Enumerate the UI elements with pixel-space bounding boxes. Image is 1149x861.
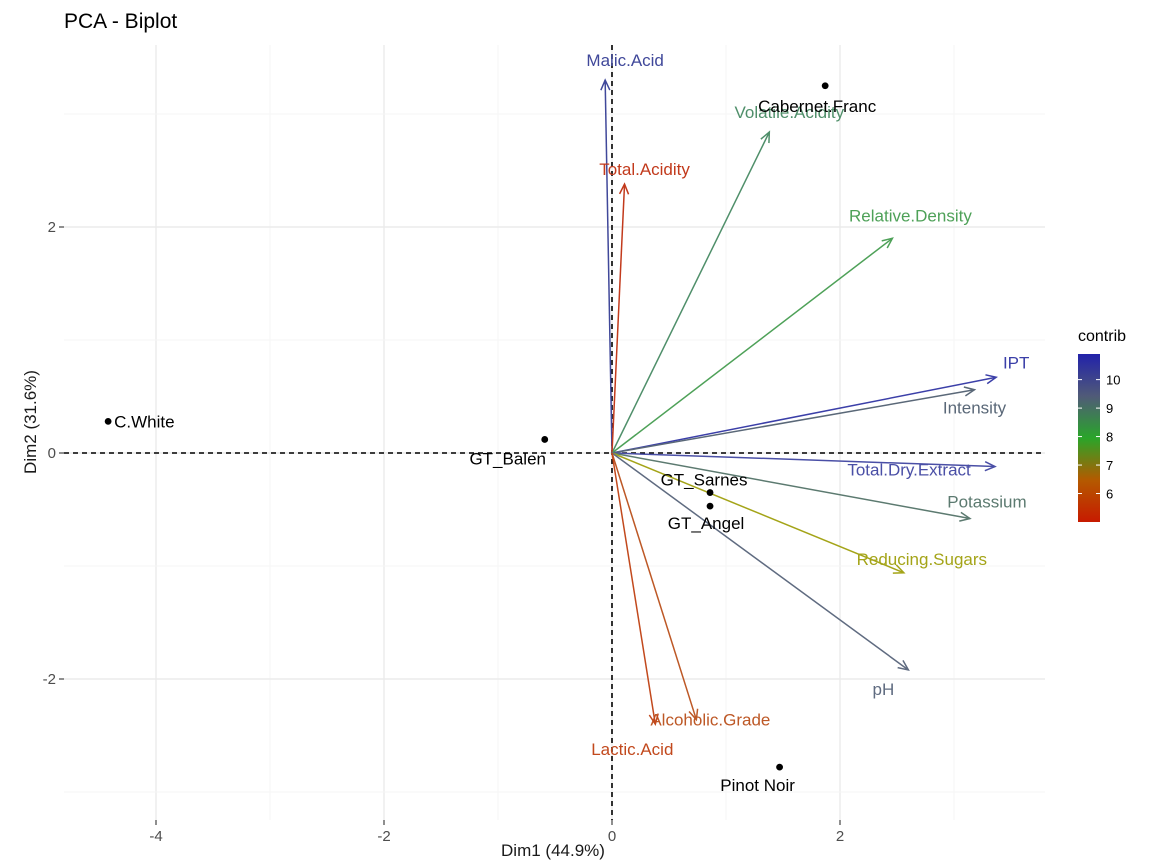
individual-point <box>541 436 549 443</box>
variable-label: Malic.Acid <box>586 51 663 70</box>
individual-label: GT_Balen <box>469 449 546 468</box>
individual-point <box>776 763 783 771</box>
grid <box>64 45 1045 820</box>
variable-arrow: Total.Dry.Extract <box>611 452 997 480</box>
x-tick-label: -4 <box>149 828 162 845</box>
variable-label: Total.Acidity <box>599 160 690 179</box>
arrow-head <box>984 461 997 472</box>
arrow-head <box>648 713 659 727</box>
arrow-head <box>881 237 894 249</box>
individual-point <box>821 82 829 90</box>
arrow-shaft <box>611 131 770 454</box>
arrow-head <box>892 564 906 574</box>
individual: GT_Balen <box>469 436 549 468</box>
arrow-head <box>760 130 771 144</box>
variable-arrows: Malic.Acid Volatile.Acidity Total.Acidity R… <box>586 51 1029 759</box>
variable-label: Potassium <box>947 493 1026 512</box>
variable-label: pH <box>873 680 895 699</box>
arrow-head <box>618 182 630 195</box>
arrow-shaft <box>611 237 893 454</box>
arrow-shaft <box>611 184 626 454</box>
arrow-head <box>600 78 611 91</box>
arrow-shaft <box>611 452 971 520</box>
arrow-head <box>688 708 699 722</box>
individual-label: Cabernet.Franc <box>758 97 877 116</box>
y-tick-label: 0 <box>48 445 56 462</box>
variable-arrow: Reducing.Sugars <box>611 452 987 574</box>
individual-point <box>706 489 714 496</box>
x-tick-label: -2 <box>377 828 390 845</box>
arrow-shaft <box>611 388 975 454</box>
variable-arrow: Malic.Acid <box>586 51 664 454</box>
legend-colorbar <box>1078 354 1100 522</box>
y-tick-label: -2 <box>43 671 56 688</box>
legend-tick-label: 10 <box>1106 373 1120 388</box>
x-tick-label: 0 <box>608 828 616 845</box>
individual: GT_Angel <box>668 502 745 533</box>
variable-arrow: Relative.Density <box>611 206 972 454</box>
arrow-shaft <box>611 376 997 454</box>
variable-label: Relative.Density <box>849 206 972 225</box>
individual-label: Pinot Noir <box>720 776 795 795</box>
variable-label: IPT <box>1003 353 1029 372</box>
variable-arrow: Intensity <box>611 386 1007 454</box>
legend-tick-label: 8 <box>1106 430 1113 445</box>
individual: Cabernet.Franc <box>758 82 877 116</box>
variable-arrow: pH <box>611 452 910 699</box>
arrow-shaft <box>611 452 698 720</box>
individual-points: Cabernet.Franc C.White GT_Balen GT_Sarnes GT… <box>104 82 877 795</box>
reference-lines <box>64 45 1045 820</box>
variable-label: Lactic.Acid <box>591 740 673 759</box>
arrow-head <box>985 374 998 385</box>
individual: C.White <box>104 412 175 431</box>
arrow-shaft <box>611 452 905 574</box>
arrow-head <box>963 386 977 397</box>
contrib-legend: contrib 6 7 8 9 10 <box>1078 328 1126 522</box>
individual-label: GT_Sarnes <box>661 471 748 490</box>
arrow-shaft <box>611 452 996 468</box>
variable-label: Alcoholic.Grade <box>650 711 770 730</box>
arrow-shaft <box>611 452 657 725</box>
legend-tick-label: 7 <box>1106 458 1113 473</box>
individual-point <box>104 417 112 425</box>
individual: Pinot Noir <box>720 763 795 795</box>
legend-title: contrib <box>1078 328 1126 345</box>
legend-tick-label: 9 <box>1106 401 1113 416</box>
individual-label: C.White <box>114 412 174 431</box>
chart-title: PCA - Biplot <box>64 10 177 33</box>
axis-ticks: -4 -2 0 2 -2 0 2 <box>43 219 845 845</box>
x-tick-label: 2 <box>836 828 844 845</box>
variable-label: Volatile.Acidity <box>735 103 845 122</box>
y-axis-title: Dim2 (31.6%) <box>21 370 40 474</box>
variable-arrow: Volatile.Acidity <box>611 103 845 454</box>
arrow-shaft <box>611 452 909 671</box>
x-axis-title: Dim1 (44.9%) <box>501 841 605 860</box>
individual-label: GT_Angel <box>668 514 745 533</box>
variable-arrow: Potassium <box>611 452 1027 522</box>
y-tick-label: 2 <box>48 219 56 236</box>
variable-arrow: Total.Acidity <box>599 160 690 454</box>
individual: GT_Sarnes <box>661 471 748 496</box>
arrow-head <box>897 660 910 672</box>
individual-point <box>706 502 714 510</box>
variable-arrow: Alcoholic.Grade <box>611 452 770 730</box>
variable-label: Total.Dry.Extract <box>847 461 971 480</box>
arrow-shaft <box>604 80 613 454</box>
variable-arrow: Lactic.Acid <box>591 452 673 759</box>
variable-label: Intensity <box>943 399 1007 418</box>
variable-arrow: IPT <box>611 353 1029 454</box>
legend-tick-label: 6 <box>1106 487 1113 502</box>
arrow-head <box>959 511 972 522</box>
variable-label: Reducing.Sugars <box>857 550 987 569</box>
